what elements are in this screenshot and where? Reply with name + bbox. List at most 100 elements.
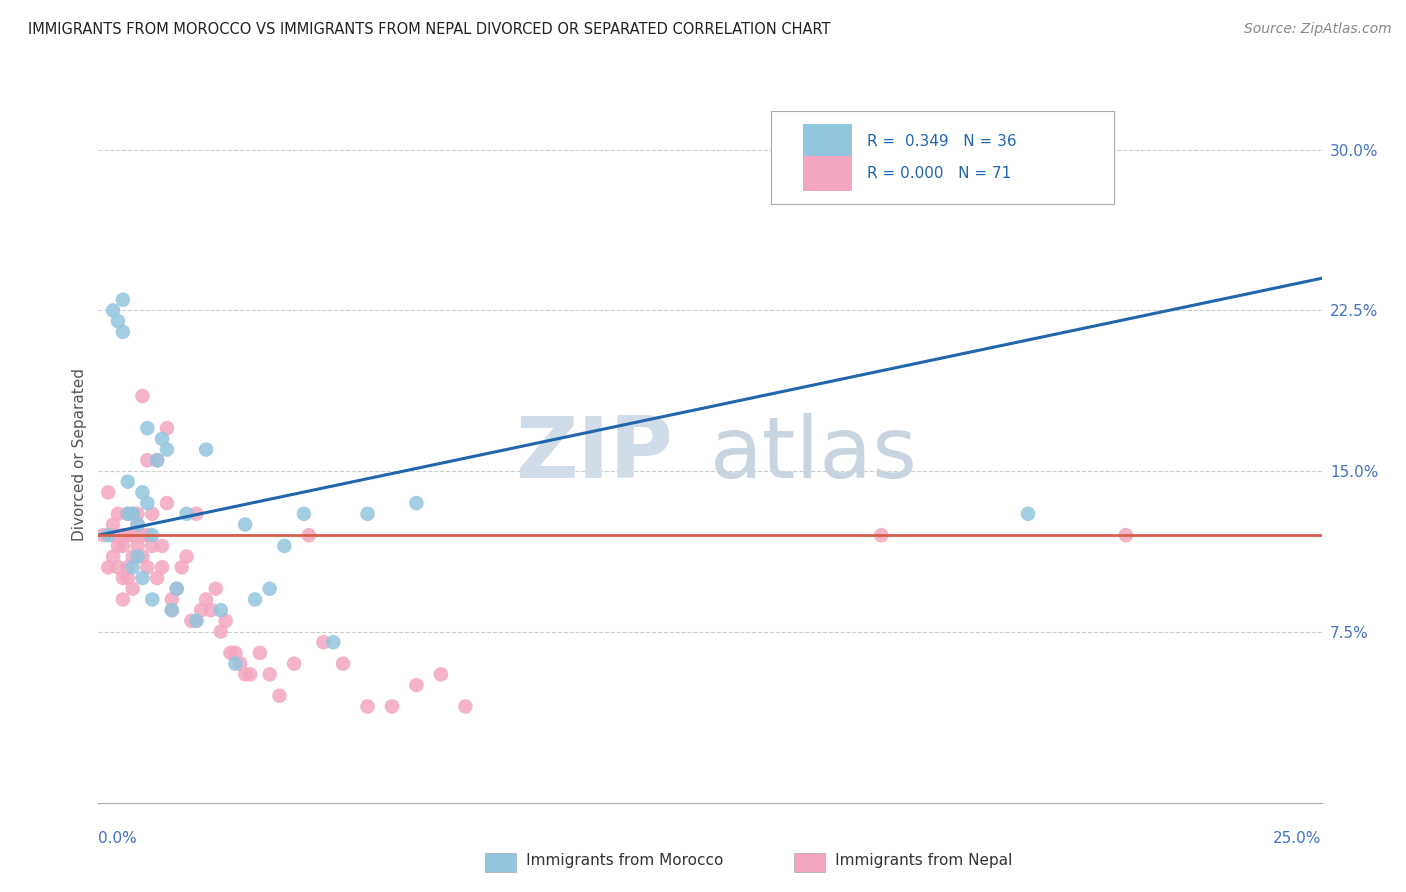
Text: 0.0%: 0.0%: [98, 830, 138, 846]
Point: [224, 657, 246, 671]
Point: [160, 603, 183, 617]
Point: [101, 303, 124, 318]
Point: [146, 571, 169, 585]
Point: [97, 560, 120, 574]
Point: [156, 421, 179, 435]
Point: [117, 475, 139, 489]
Point: [97, 528, 120, 542]
Point: [292, 507, 315, 521]
Point: [224, 646, 246, 660]
Point: [156, 496, 179, 510]
Point: [131, 389, 153, 403]
Point: [170, 560, 193, 574]
Point: [176, 507, 198, 521]
Point: [136, 453, 159, 467]
Point: [127, 539, 149, 553]
Text: R =  0.349   N = 36: R = 0.349 N = 36: [866, 135, 1017, 149]
Point: [356, 699, 378, 714]
Point: [219, 646, 242, 660]
Point: [121, 528, 143, 542]
Point: [156, 442, 179, 457]
Point: [870, 528, 893, 542]
Point: [131, 571, 153, 585]
Point: [131, 528, 153, 542]
Point: [332, 657, 354, 671]
Point: [249, 646, 271, 660]
Point: [101, 549, 124, 564]
Point: [381, 699, 404, 714]
Point: [195, 442, 218, 457]
Point: [190, 603, 212, 617]
Text: ZIP: ZIP: [516, 413, 673, 497]
Point: [205, 582, 228, 596]
Point: [186, 614, 208, 628]
Point: [117, 560, 139, 574]
Point: [111, 592, 134, 607]
Point: [127, 507, 149, 521]
Point: [141, 528, 163, 542]
Point: [150, 432, 173, 446]
Point: [107, 507, 129, 521]
Point: [136, 528, 159, 542]
Point: [233, 517, 256, 532]
Point: [166, 582, 188, 596]
Point: [209, 603, 232, 617]
Text: R = 0.000   N = 71: R = 0.000 N = 71: [866, 166, 1011, 181]
Text: Immigrants from Morocco: Immigrants from Morocco: [492, 854, 724, 868]
Point: [107, 539, 129, 553]
Point: [150, 539, 173, 553]
Point: [111, 293, 134, 307]
Point: [91, 528, 114, 542]
Point: [312, 635, 335, 649]
Point: [160, 603, 183, 617]
Point: [97, 485, 120, 500]
Point: [405, 678, 427, 692]
Point: [136, 421, 159, 435]
Point: [298, 528, 321, 542]
Text: 25.0%: 25.0%: [1274, 830, 1322, 846]
Point: [121, 560, 143, 574]
Point: [127, 549, 149, 564]
Point: [322, 635, 344, 649]
Point: [121, 549, 143, 564]
Point: [117, 528, 139, 542]
Point: [180, 614, 202, 628]
Point: [111, 528, 134, 542]
Point: [176, 549, 198, 564]
Point: [186, 614, 208, 628]
Text: IMMIGRANTS FROM MOROCCO VS IMMIGRANTS FROM NEPAL DIVORCED OR SEPARATED CORRELATI: IMMIGRANTS FROM MOROCCO VS IMMIGRANTS FR…: [28, 22, 831, 37]
Point: [111, 539, 134, 553]
Point: [160, 592, 183, 607]
Point: [186, 507, 208, 521]
Point: [101, 528, 124, 542]
Text: Immigrants from Nepal: Immigrants from Nepal: [801, 854, 1012, 868]
Point: [269, 689, 291, 703]
Point: [127, 517, 149, 532]
Point: [209, 624, 232, 639]
Point: [1115, 528, 1137, 542]
Text: Source: ZipAtlas.com: Source: ZipAtlas.com: [1244, 22, 1392, 37]
Point: [229, 657, 252, 671]
Point: [141, 507, 163, 521]
Point: [127, 517, 149, 532]
Point: [107, 314, 129, 328]
Point: [239, 667, 262, 681]
Point: [141, 539, 163, 553]
Point: [117, 507, 139, 521]
Point: [141, 592, 163, 607]
Point: [233, 667, 256, 681]
Point: [200, 603, 222, 617]
Point: [356, 507, 378, 521]
Point: [121, 582, 143, 596]
Point: [111, 325, 134, 339]
Point: [283, 657, 305, 671]
Point: [131, 485, 153, 500]
Bar: [803, 156, 852, 191]
Point: [117, 507, 139, 521]
Point: [146, 453, 169, 467]
Point: [166, 582, 188, 596]
Point: [259, 667, 281, 681]
FancyBboxPatch shape: [772, 111, 1114, 204]
Point: [430, 667, 453, 681]
Point: [136, 560, 159, 574]
